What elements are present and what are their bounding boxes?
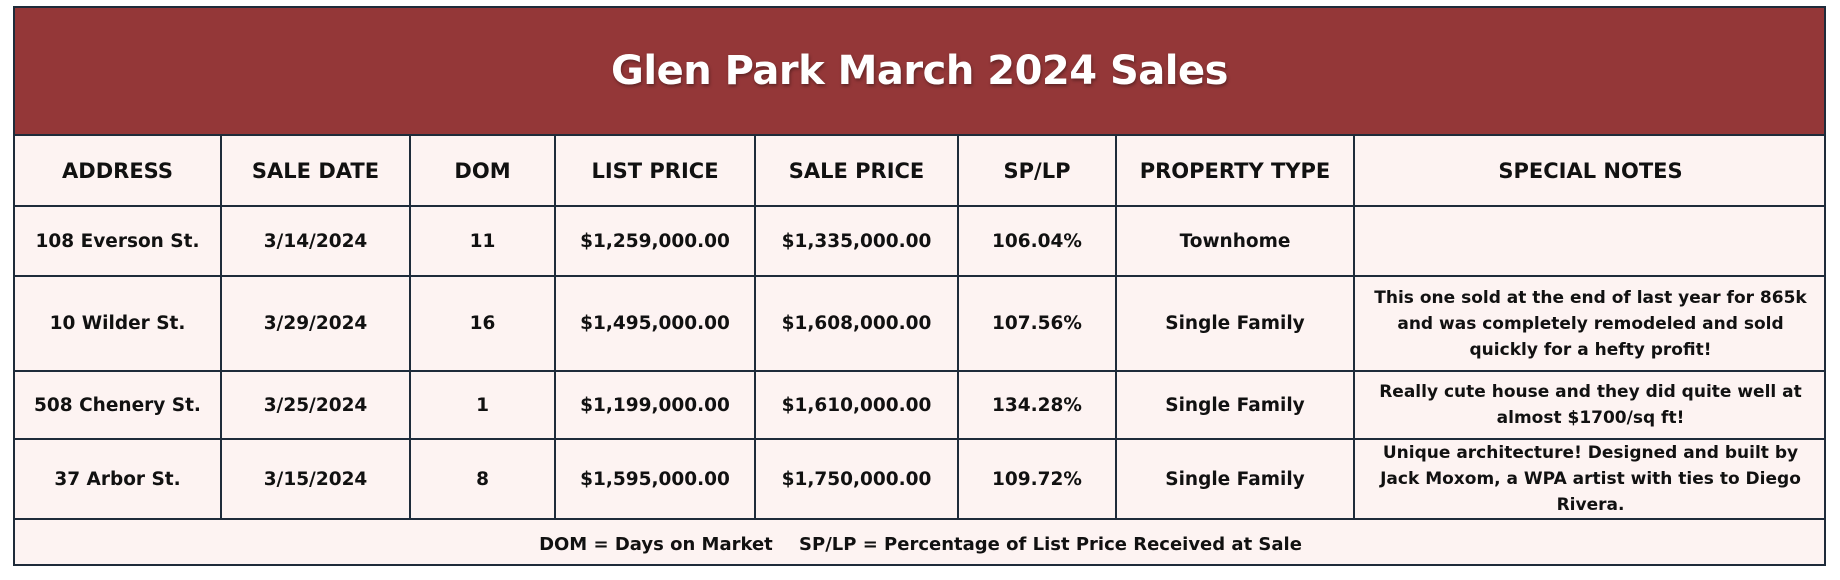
cell-special-notes: This one sold at the end of last year fo… — [1353, 275, 1826, 372]
cell-sp-lp: 109.72% — [957, 438, 1117, 520]
cell-sp-lp: 106.04% — [957, 205, 1117, 277]
cell-address: 508 Chenery St. — [15, 370, 222, 440]
cell-dom: 8 — [409, 438, 556, 520]
cell-list-price: $1,595,000.00 — [554, 438, 756, 520]
cell-sale-date: 3/25/2024 — [220, 370, 411, 440]
cell-address: 108 Everson St. — [15, 205, 222, 277]
cell-property-type: Single Family — [1115, 438, 1355, 520]
footer-legend: DOM = Days on Market SP/LP = Percentage … — [15, 518, 1826, 569]
cell-address: 10 Wilder St. — [15, 275, 222, 372]
header-sp-lp: SP/LP — [957, 136, 1117, 207]
cell-special-notes: Unique architecture! Designed and built … — [1353, 438, 1826, 520]
cell-list-price: $1,259,000.00 — [554, 205, 756, 277]
header-address: ADDRESS — [15, 136, 222, 207]
cell-address: 37 Arbor St. — [15, 438, 222, 520]
cell-sale-price: $1,608,000.00 — [754, 275, 959, 372]
cell-sale-date: 3/15/2024 — [220, 438, 411, 520]
cell-special-notes: Really cute house and they did quite wel… — [1353, 370, 1826, 440]
cell-property-type: Single Family — [1115, 370, 1355, 440]
cell-dom: 1 — [409, 370, 556, 440]
dom-legend: DOM = Days on Market — [539, 534, 773, 555]
cell-property-type: Townhome — [1115, 205, 1355, 277]
cell-sale-price: $1,610,000.00 — [754, 370, 959, 440]
sales-table: ADDRESS SALE DATE DOM LIST PRICE SALE PR… — [15, 136, 1826, 569]
table-row: 37 Arbor St. 3/15/2024 8 $1,595,000.00 $… — [15, 438, 1826, 520]
cell-list-price: $1,495,000.00 — [554, 275, 756, 372]
cell-list-price: $1,199,000.00 — [554, 370, 756, 440]
header-list-price: LIST PRICE — [554, 136, 756, 207]
sales-table-card: Glen Park March 2024 Sales ADDRESS SALE … — [13, 6, 1826, 569]
cell-sale-price: $1,750,000.00 — [754, 438, 959, 520]
table-row: 10 Wilder St. 3/29/2024 16 $1,495,000.00… — [15, 275, 1826, 372]
header-dom: DOM — [409, 136, 556, 207]
cell-sale-date: 3/14/2024 — [220, 205, 411, 277]
header-sale-price: SALE PRICE — [754, 136, 959, 207]
title-bar: Glen Park March 2024 Sales — [15, 8, 1824, 136]
cell-sale-date: 3/29/2024 — [220, 275, 411, 372]
cell-dom: 16 — [409, 275, 556, 372]
sp-lp-legend: SP/LP = Percentage of List Price Receive… — [799, 534, 1302, 555]
header-special-notes: SPECIAL NOTES — [1353, 136, 1826, 207]
header-property-type: PROPERTY TYPE — [1115, 136, 1355, 207]
cell-dom: 11 — [409, 205, 556, 277]
cell-property-type: Single Family — [1115, 275, 1355, 372]
cell-sale-price: $1,335,000.00 — [754, 205, 959, 277]
page-title: Glen Park March 2024 Sales — [611, 48, 1228, 94]
cell-sp-lp: 134.28% — [957, 370, 1117, 440]
header-sale-date: SALE DATE — [220, 136, 411, 207]
cell-special-notes — [1353, 205, 1826, 277]
table-row: 508 Chenery St. 3/25/2024 1 $1,199,000.0… — [15, 370, 1826, 440]
cell-sp-lp: 107.56% — [957, 275, 1117, 372]
footer-row: DOM = Days on Market SP/LP = Percentage … — [15, 518, 1826, 569]
header-row: ADDRESS SALE DATE DOM LIST PRICE SALE PR… — [15, 136, 1826, 207]
table-row: 108 Everson St. 3/14/2024 11 $1,259,000.… — [15, 205, 1826, 277]
